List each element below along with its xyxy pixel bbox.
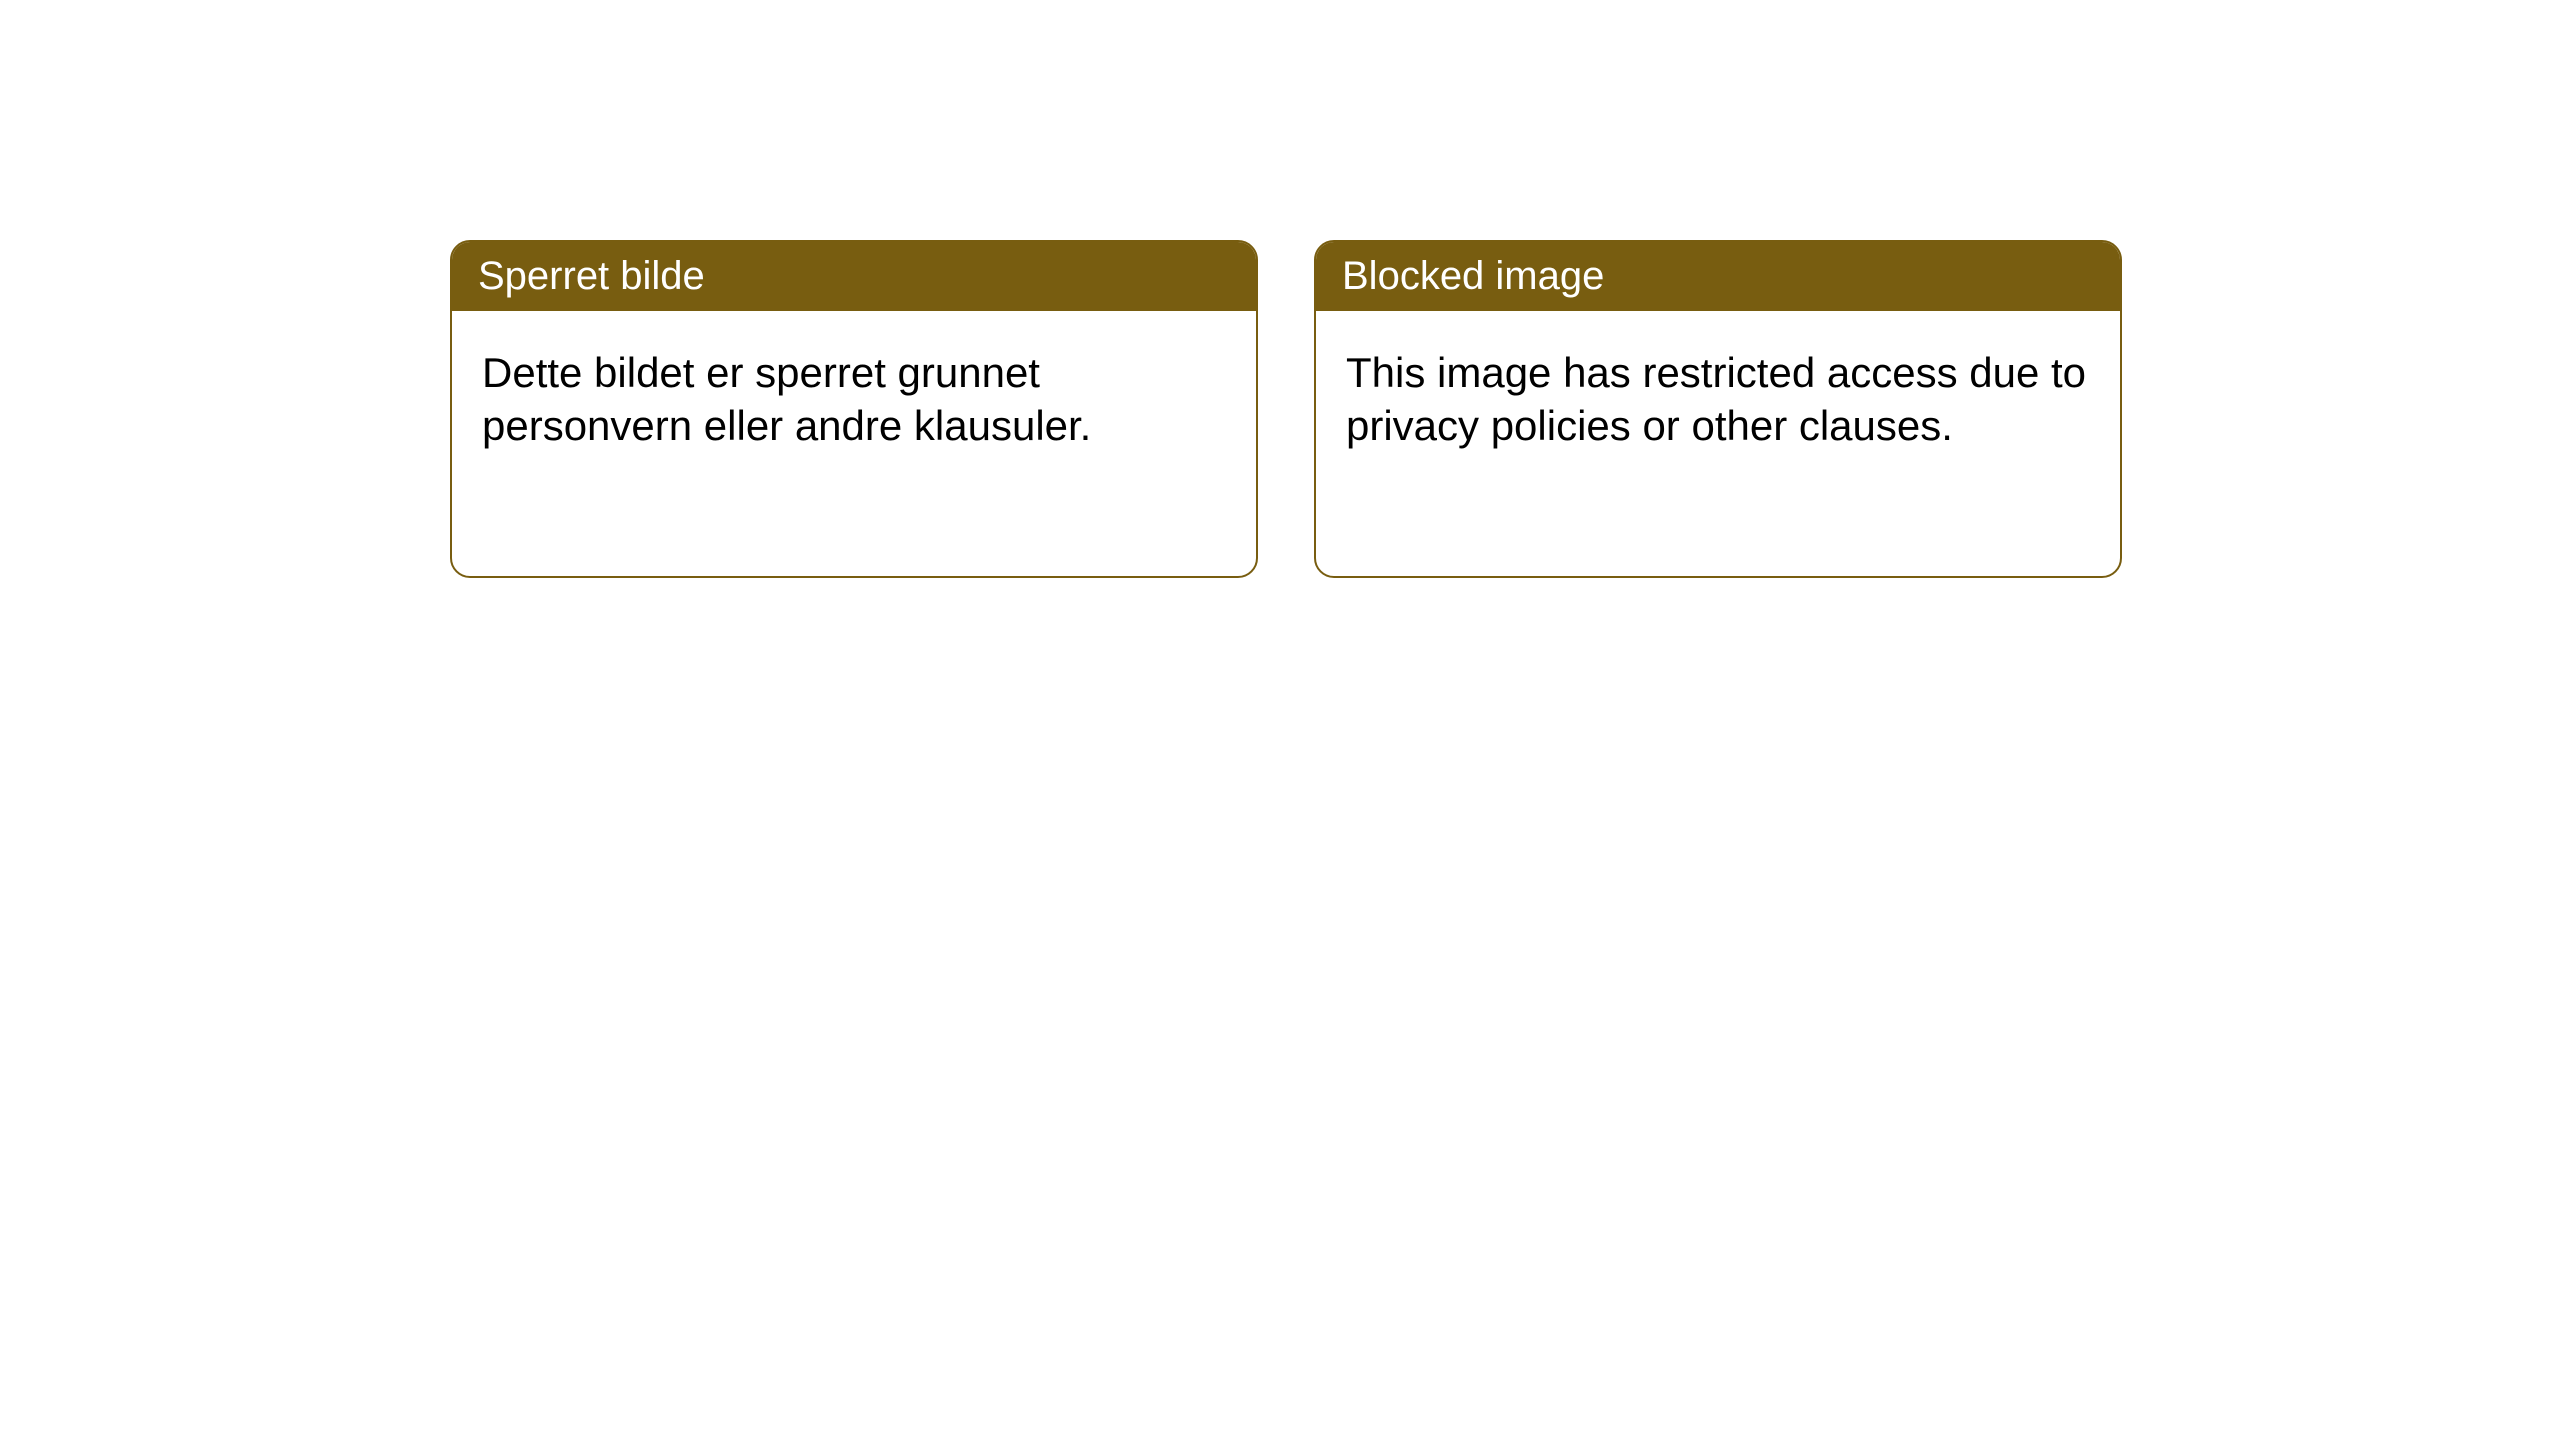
- card-message: This image has restricted access due to …: [1346, 349, 2086, 449]
- card-header: Blocked image: [1316, 242, 2120, 311]
- notice-container: Sperret bilde Dette bildet er sperret gr…: [0, 0, 2560, 578]
- card-header: Sperret bilde: [452, 242, 1256, 311]
- card-message: Dette bildet er sperret grunnet personve…: [482, 349, 1091, 449]
- card-body: This image has restricted access due to …: [1316, 311, 2120, 488]
- card-title: Blocked image: [1342, 254, 1604, 298]
- notice-card-english: Blocked image This image has restricted …: [1314, 240, 2122, 578]
- notice-card-norwegian: Sperret bilde Dette bildet er sperret gr…: [450, 240, 1258, 578]
- card-title: Sperret bilde: [478, 254, 705, 298]
- card-body: Dette bildet er sperret grunnet personve…: [452, 311, 1256, 488]
